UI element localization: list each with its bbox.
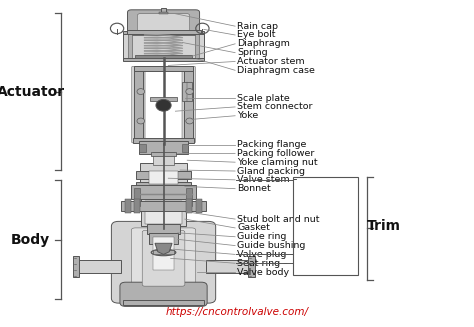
- Ellipse shape: [137, 118, 145, 124]
- Bar: [134, 188, 140, 206]
- Text: Actuator stem: Actuator stem: [237, 57, 305, 66]
- FancyBboxPatch shape: [128, 10, 200, 35]
- Text: Rain cap: Rain cap: [237, 22, 278, 31]
- Text: Stud bolt and nut: Stud bolt and nut: [237, 215, 319, 224]
- Text: Scale plate: Scale plate: [237, 94, 290, 103]
- Bar: [186, 188, 192, 206]
- Bar: [153, 237, 174, 270]
- Bar: [182, 82, 192, 101]
- Bar: [196, 199, 202, 213]
- Bar: [123, 33, 204, 60]
- FancyBboxPatch shape: [137, 14, 190, 33]
- Bar: [128, 34, 132, 59]
- Ellipse shape: [151, 249, 176, 256]
- Bar: [147, 224, 180, 234]
- Text: Body: Body: [11, 233, 50, 247]
- Bar: [121, 201, 206, 211]
- Bar: [139, 141, 188, 154]
- Bar: [153, 250, 174, 254]
- Text: Bonnet: Bonnet: [237, 184, 271, 193]
- Text: Diaphragm case: Diaphragm case: [237, 66, 315, 75]
- Bar: [125, 199, 131, 213]
- Text: Gasket: Gasket: [237, 223, 270, 232]
- FancyBboxPatch shape: [132, 66, 145, 143]
- Text: Guide ring: Guide ring: [237, 232, 286, 241]
- Ellipse shape: [137, 89, 145, 95]
- Bar: [186, 199, 192, 213]
- Bar: [139, 144, 146, 152]
- Bar: [136, 182, 191, 186]
- Bar: [184, 69, 193, 141]
- Bar: [248, 256, 255, 277]
- Bar: [159, 12, 168, 14]
- Bar: [182, 144, 188, 152]
- FancyBboxPatch shape: [111, 221, 216, 303]
- Text: Guide bushing: Guide bushing: [237, 241, 305, 250]
- Ellipse shape: [186, 118, 193, 124]
- Bar: [206, 260, 251, 273]
- Bar: [123, 300, 204, 305]
- Text: Valve stem –: Valve stem –: [237, 175, 297, 184]
- Text: Eye bolt: Eye bolt: [237, 30, 275, 40]
- Text: Valve body: Valve body: [237, 267, 289, 277]
- Bar: [140, 163, 187, 186]
- Text: Yoke: Yoke: [237, 111, 258, 120]
- Bar: [133, 138, 194, 143]
- Bar: [73, 256, 79, 277]
- Text: Yoke claming nut: Yoke claming nut: [237, 158, 318, 167]
- Bar: [141, 198, 186, 226]
- Bar: [153, 152, 174, 165]
- Bar: [76, 260, 121, 273]
- Ellipse shape: [156, 99, 171, 111]
- Bar: [150, 97, 177, 101]
- Bar: [145, 201, 182, 224]
- Ellipse shape: [186, 89, 193, 95]
- Text: Actuator: Actuator: [0, 85, 65, 98]
- FancyBboxPatch shape: [142, 231, 185, 286]
- Polygon shape: [155, 243, 172, 254]
- Text: Packing flange: Packing flange: [237, 140, 306, 149]
- Text: Spring: Spring: [237, 48, 268, 57]
- Bar: [131, 185, 196, 199]
- Text: Stem connector: Stem connector: [237, 102, 312, 112]
- Bar: [136, 171, 191, 179]
- Text: https://cncontrolvalve.com/: https://cncontrolvalve.com/: [165, 306, 309, 317]
- Bar: [134, 199, 140, 213]
- Bar: [195, 34, 199, 59]
- FancyBboxPatch shape: [182, 66, 195, 143]
- Text: Gland packing: Gland packing: [237, 166, 305, 176]
- Bar: [127, 30, 201, 34]
- Text: Seat ring –: Seat ring –: [237, 259, 288, 268]
- Bar: [149, 233, 178, 244]
- Bar: [134, 69, 143, 141]
- Bar: [135, 55, 192, 58]
- FancyBboxPatch shape: [131, 228, 196, 297]
- Bar: [134, 66, 193, 71]
- Bar: [151, 152, 176, 156]
- Bar: [293, 177, 358, 275]
- Bar: [161, 8, 166, 13]
- Bar: [123, 58, 204, 61]
- Text: Packing follower: Packing follower: [237, 149, 314, 158]
- Text: Trim: Trim: [367, 219, 401, 233]
- FancyBboxPatch shape: [120, 282, 207, 306]
- Text: Diaphragm: Diaphragm: [237, 39, 290, 48]
- Text: Valve plug –: Valve plug –: [237, 250, 294, 259]
- Bar: [123, 31, 204, 34]
- Bar: [149, 171, 178, 184]
